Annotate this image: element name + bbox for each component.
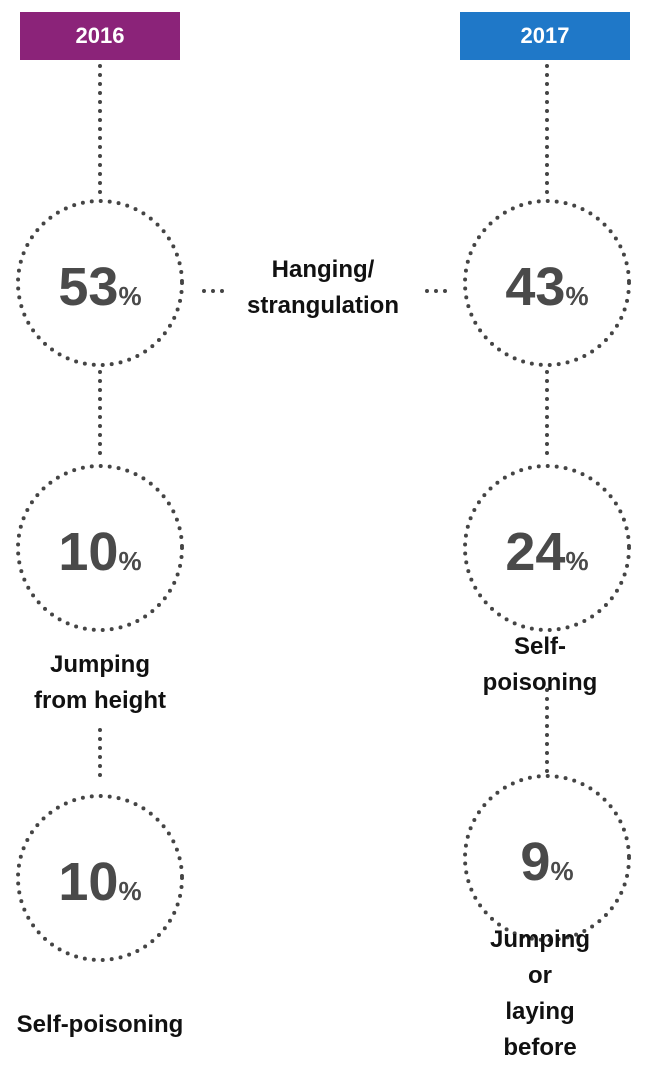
dotted-circle xyxy=(16,464,184,632)
percentage: 24% xyxy=(505,521,588,583)
percentage: 9% xyxy=(520,831,573,893)
shared-label: Hanging/ strangulation xyxy=(246,256,400,319)
percentage-unit: % xyxy=(550,856,574,886)
percentage-value: 10 xyxy=(58,522,119,582)
dotted-circle xyxy=(16,199,184,367)
dotted-circle xyxy=(16,794,184,962)
dotted-circle xyxy=(463,199,631,367)
percentage-value: 43 xyxy=(505,257,566,317)
percentage: 10% xyxy=(58,521,141,583)
method-label: Self-poisoning xyxy=(16,1011,184,1038)
percentage-value: 24 xyxy=(505,522,566,582)
percentage: 10% xyxy=(58,851,141,913)
percentage-unit: % xyxy=(118,281,142,311)
dotted-circle xyxy=(463,774,631,942)
dotted-circle xyxy=(463,464,631,632)
percentage-value: 10 xyxy=(58,852,119,912)
method-label: Self-poisoning xyxy=(482,633,598,696)
method-label: Jumping from height xyxy=(34,651,166,714)
percentage: 43% xyxy=(505,256,588,318)
year-header: 2016 xyxy=(20,12,180,60)
percentage: 53% xyxy=(58,256,141,318)
percentage-unit: % xyxy=(118,876,142,906)
percentage-value: 9 xyxy=(520,832,551,892)
percentage-value: 53 xyxy=(58,257,119,317)
percentage-unit: % xyxy=(118,546,142,576)
method-label: Jumping or laying before a train xyxy=(490,926,590,1061)
percentage-unit: % xyxy=(565,281,589,311)
year-header: 2017 xyxy=(460,12,630,60)
percentage-unit: % xyxy=(565,546,589,576)
